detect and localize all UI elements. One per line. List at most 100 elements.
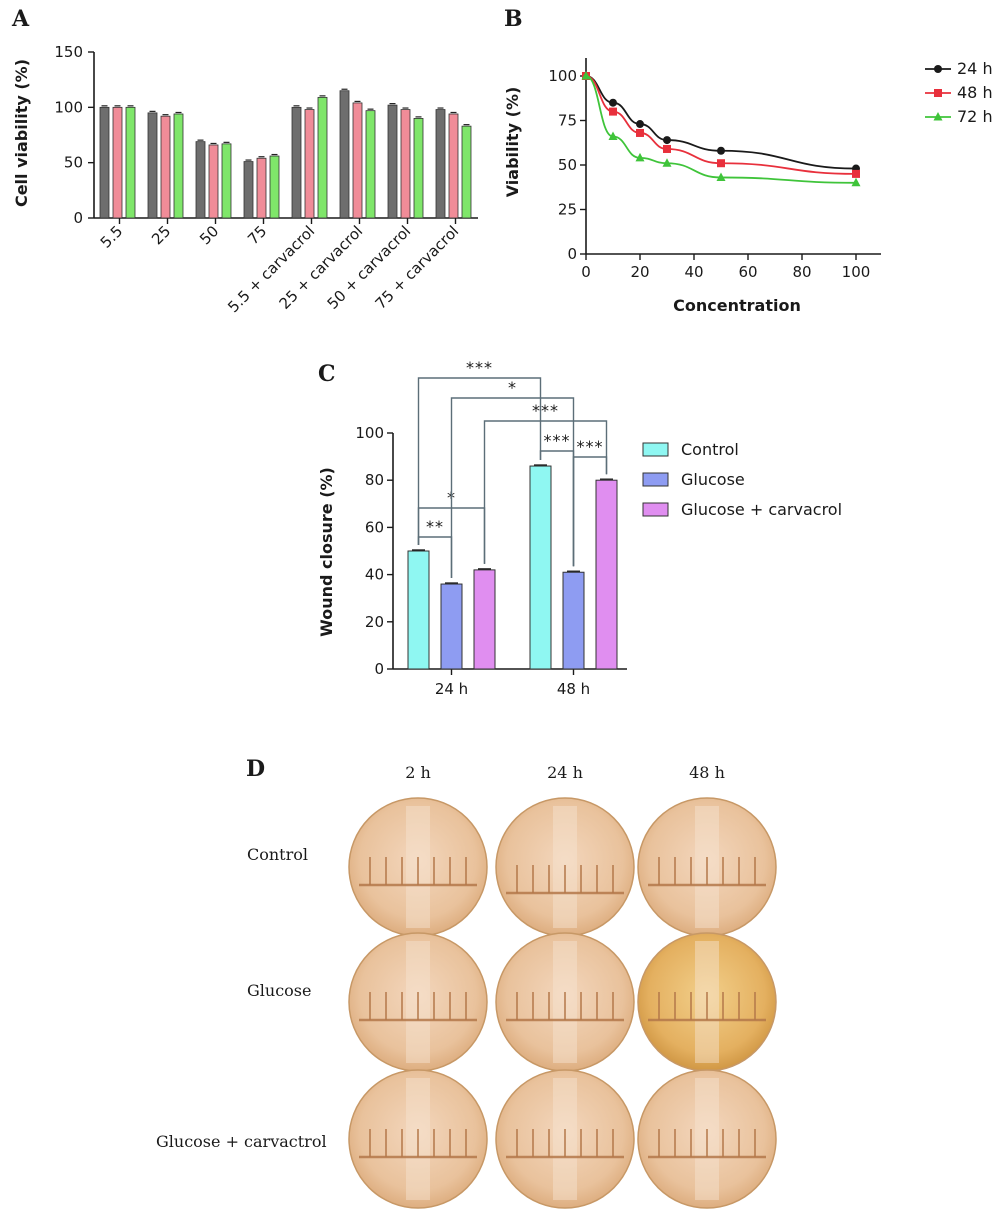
bar-5-1 <box>352 102 363 219</box>
y-tick-label: 100 <box>548 67 577 85</box>
row-label-2: Glucose + carvactrol <box>156 1132 327 1151</box>
well-image-2-1 <box>495 1069 635 1209</box>
legend-label-2: Glucose + carvacrol <box>681 500 842 519</box>
y-tick-label: 50 <box>64 154 83 172</box>
x-tick-label: 50 + carvacrol <box>324 222 415 313</box>
significance-label-0: ** <box>426 517 444 536</box>
x-tick-label: 0 <box>581 263 591 281</box>
significance-bracket-3 <box>450 397 575 579</box>
y-tick-label: 50 <box>558 156 577 174</box>
x-tick-label: 25 + carvacrol <box>276 222 367 313</box>
panel-b-line-chart: 0 25 50 75 100 0 20 40 60 80 100 24 h 48 h 72 h Conc… <box>503 58 993 315</box>
y-tick-label: 100 <box>355 424 384 442</box>
legend-swatch-1 <box>642 472 669 487</box>
bar-3-0 <box>243 161 254 219</box>
significance-label-5: *** <box>544 431 571 450</box>
bar-7-2 <box>461 125 472 219</box>
point-1-4 <box>717 159 725 168</box>
bar-3-2 <box>269 155 280 219</box>
bar-5-0 <box>339 90 350 219</box>
column-header-1: 24 h <box>547 763 583 782</box>
x-tick-label: 75 + carvacrol <box>372 222 463 313</box>
bar-0-0 <box>99 106 110 219</box>
x-tick-label: 48 h <box>557 680 590 698</box>
legend-marker-1 <box>934 89 942 97</box>
bar-6-2 <box>413 118 424 219</box>
y-tick-label: 0 <box>73 209 83 227</box>
row-label-1: Glucose <box>247 981 311 1000</box>
significance-bracket-6 <box>572 456 608 567</box>
column-header-0: 2 h <box>405 763 431 782</box>
well-image-2-0 <box>348 1069 488 1209</box>
legend-marker-0 <box>934 65 942 73</box>
bar-2-1 <box>208 144 219 219</box>
y-tick-label: 80 <box>365 471 384 489</box>
panel-b-y-axis-title: Viability (%) <box>503 87 522 198</box>
series-line-2 <box>585 75 857 184</box>
point-2-1 <box>608 131 618 141</box>
bar-4-0 <box>291 106 302 219</box>
row-label-0: Control <box>247 845 308 864</box>
well-image-0-1 <box>495 797 635 937</box>
point-2-0 <box>581 71 591 80</box>
bar-0-2 <box>473 569 496 670</box>
panel-d-row-labels: Control Glucose Glucose + carvactrol <box>156 845 327 1151</box>
bar-1-2 <box>595 479 618 670</box>
panel-a-y-axis-title: Cell viability (%) <box>12 59 31 207</box>
well-image-1-1 <box>495 932 635 1072</box>
legend-label-0: Control <box>681 440 739 459</box>
panel-c-axes: 0 20 40 60 80 100 24 h 48 h <box>355 424 627 698</box>
bar-2-0 <box>195 141 206 219</box>
panel-b-legend: 24 h 48 h 72 h <box>925 59 993 126</box>
bar-0-0 <box>407 550 430 670</box>
point-1-2 <box>636 128 644 137</box>
point-0-1 <box>609 98 617 107</box>
y-tick-label: 100 <box>54 98 83 116</box>
x-tick-label: 20 <box>630 263 649 281</box>
legend-label-2: 72 h <box>957 107 993 126</box>
x-tick-label: 5.5 + carvacrol <box>224 222 318 316</box>
bar-7-0 <box>435 109 446 219</box>
point-2-2 <box>635 152 645 162</box>
well-image-2-2 <box>637 1069 777 1209</box>
legend-label-1: Glucose <box>681 470 745 489</box>
column-header-2: 48 h <box>689 763 725 782</box>
point-0-4 <box>717 146 725 155</box>
x-tick-label: 25 <box>148 222 174 248</box>
y-tick-label: 0 <box>374 660 384 678</box>
point-2-5 <box>851 177 861 187</box>
panel-b-axes: 0 25 50 75 100 0 20 40 60 80 100 <box>548 58 881 281</box>
significance-label-2: *** <box>466 358 493 377</box>
x-tick-label: 5.5 <box>97 222 127 252</box>
y-tick-label: 60 <box>365 518 384 536</box>
bar-4-1 <box>304 109 315 219</box>
panel-letter-c: C <box>318 361 336 387</box>
bar-7-1 <box>448 113 459 219</box>
x-tick-label: 75 <box>244 222 270 248</box>
well-image-0-0 <box>348 797 488 937</box>
y-tick-label: 20 <box>365 613 384 631</box>
significance-bracket-2 <box>417 377 542 545</box>
panel-a-bars <box>99 88 472 219</box>
bar-0-2 <box>125 106 136 219</box>
x-tick-label: 40 <box>684 263 703 281</box>
panel-d-plate-grid <box>348 797 777 1209</box>
bar-3-1 <box>256 157 267 219</box>
legend-swatch-0 <box>642 442 669 457</box>
y-tick-label: 150 <box>54 43 83 61</box>
panel-letter-d: D <box>246 756 265 782</box>
bar-0-1 <box>112 106 123 219</box>
panel-letter-b: B <box>504 6 523 32</box>
y-tick-label: 40 <box>365 566 384 584</box>
panel-b-series <box>581 71 861 187</box>
bar-2-2 <box>221 143 232 219</box>
point-0-3 <box>663 136 671 145</box>
bar-4-2 <box>317 96 328 219</box>
panel-d-wound-images: 2 h 24 h 48 h Control Glucose Glucose + carv… <box>156 763 777 1209</box>
series-line-1 <box>585 75 857 175</box>
significance-label-4: *** <box>532 401 559 420</box>
y-tick-label: 25 <box>558 201 577 219</box>
y-tick-label: 0 <box>567 245 577 263</box>
well-image-0-2 <box>637 797 777 937</box>
